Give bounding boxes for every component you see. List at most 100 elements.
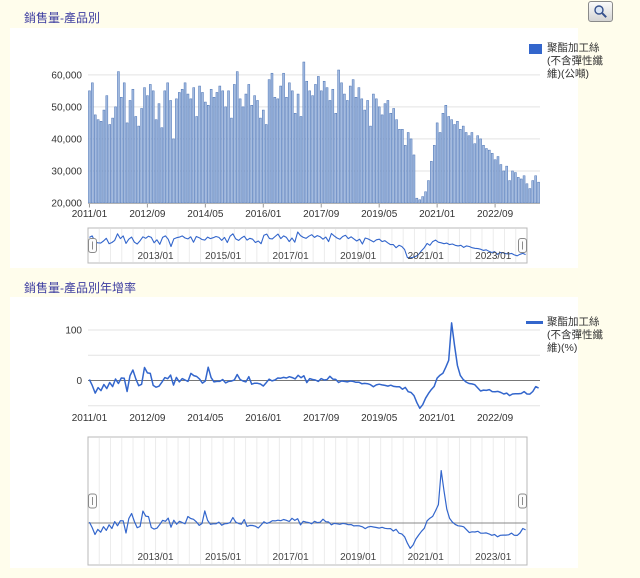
bar	[383, 103, 387, 204]
bar	[485, 148, 488, 204]
bar	[369, 125, 372, 204]
bar	[511, 170, 514, 204]
bar	[189, 98, 193, 204]
bar	[128, 100, 132, 204]
chart1-y-tick-label: 40,000	[51, 134, 82, 145]
bar	[311, 95, 314, 204]
bar	[175, 98, 178, 204]
chart1-legend-label: 聚酯加工絲 (不含彈性纖 維)(公噸)	[547, 42, 603, 80]
zoom-button[interactable]	[588, 1, 613, 22]
bar	[209, 88, 213, 204]
bar	[459, 129, 462, 204]
chart2-x-tick-label: 2021/01	[419, 413, 456, 424]
bar	[401, 129, 404, 204]
bar	[519, 178, 523, 204]
nav2-tick-label: 2023/01	[475, 552, 512, 563]
bar	[348, 85, 352, 204]
bar	[299, 116, 303, 204]
bar	[169, 100, 172, 204]
chart1-x-tick-label: 2017/09	[303, 209, 340, 220]
nav1-tick-label: 2017/01	[273, 251, 310, 262]
bar	[508, 180, 511, 204]
chart2-x-tick-label: 2017/09	[303, 413, 340, 424]
bar	[334, 113, 337, 204]
bar	[305, 80, 309, 204]
bar	[392, 108, 395, 204]
bar	[363, 109, 366, 204]
bar	[438, 132, 442, 204]
bar	[212, 97, 216, 204]
chart1-legend[interactable]: 聚酯加工絲 (不含彈性纖 維)(公噸)	[529, 42, 603, 81]
magnifier-icon	[594, 5, 607, 18]
bar	[160, 127, 164, 204]
bar	[372, 93, 375, 204]
bar	[137, 125, 140, 204]
bar	[319, 90, 323, 204]
chart1-x-tick-label: 2012/09	[129, 209, 166, 220]
chart1-y-tick-label: 20,000	[51, 199, 82, 210]
bar	[279, 85, 282, 204]
bar	[296, 93, 300, 204]
bar	[230, 117, 233, 204]
nav2-tick-label: 2021/01	[408, 552, 445, 563]
bar	[517, 177, 520, 204]
chart1-x-tick-label: 2014/05	[187, 209, 224, 220]
bar	[476, 135, 479, 204]
bar	[183, 82, 187, 204]
chart1-x-tick-label: 2021/01	[419, 209, 456, 220]
bar	[421, 196, 424, 204]
bar	[404, 145, 407, 204]
chart1-x-tick-label: 2022/09	[477, 209, 514, 220]
bar	[221, 90, 224, 204]
bar	[427, 180, 430, 204]
legend-swatch-square	[529, 44, 542, 54]
bar	[461, 125, 465, 204]
bar	[218, 85, 222, 204]
nav1-tick-label: 2019/01	[340, 251, 377, 262]
bar	[522, 175, 526, 204]
bar	[250, 105, 253, 204]
bar	[99, 121, 103, 204]
bar	[102, 109, 106, 204]
bar	[140, 108, 143, 204]
bar	[325, 87, 329, 204]
bar	[317, 76, 320, 204]
bar	[270, 72, 274, 204]
nav2-tick-label: 2019/01	[340, 552, 377, 563]
bar	[180, 88, 184, 204]
bar	[276, 98, 280, 204]
chart2-y-tick-label: 0	[76, 376, 82, 387]
bar	[293, 113, 297, 204]
bar	[505, 165, 508, 204]
bar	[473, 143, 477, 204]
chart2-navigator-track[interactable]	[87, 436, 528, 566]
chart2-y-tick-label: 100	[65, 326, 82, 337]
chart2-title: 銷售量-產品別年增率	[24, 281, 136, 295]
bar	[264, 124, 268, 204]
bar	[488, 149, 491, 204]
bar	[308, 90, 311, 204]
bar	[233, 84, 236, 204]
bar	[441, 113, 445, 204]
bar	[178, 92, 181, 204]
legend-swatch-line	[526, 321, 543, 324]
bar	[172, 138, 175, 204]
bar	[215, 92, 219, 204]
chart2-x-tick-label: 2014/05	[187, 413, 224, 424]
bar	[149, 84, 152, 204]
chart2-legend-label: 聚酯加工絲 (不含彈性纖 維)(%)	[547, 316, 603, 354]
bar	[288, 82, 291, 204]
bar	[93, 114, 97, 204]
bar	[357, 87, 361, 204]
bar	[166, 82, 169, 204]
nav2-tick-label: 2017/01	[273, 552, 310, 563]
bar	[122, 82, 126, 204]
bar	[114, 106, 117, 204]
bar	[291, 90, 294, 204]
chart2-legend[interactable]: 聚酯加工絲 (不含彈性纖 維)(%)	[526, 316, 603, 355]
bar	[528, 188, 532, 204]
bar	[282, 72, 285, 204]
nav2-tick-label: 2015/01	[205, 552, 242, 563]
bar	[430, 161, 433, 204]
bar	[346, 100, 349, 204]
